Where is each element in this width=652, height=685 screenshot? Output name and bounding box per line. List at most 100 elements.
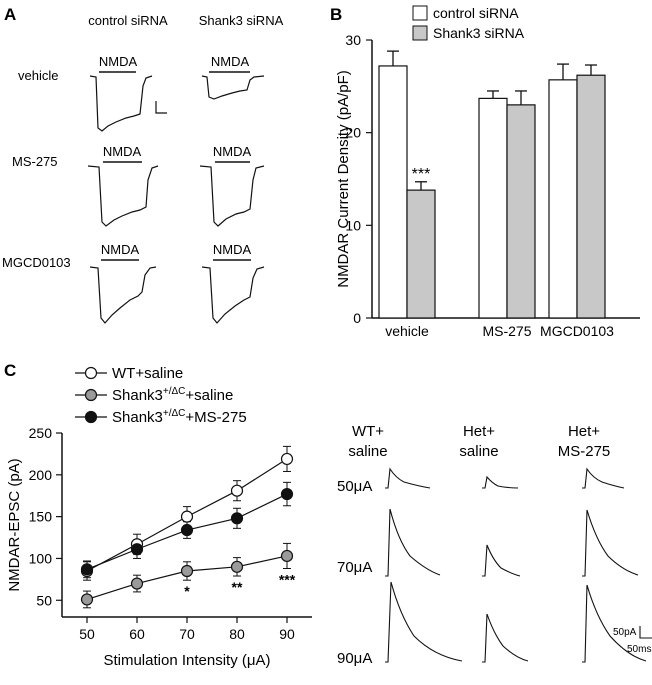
data-point-het-ms275: [230, 512, 244, 525]
y-tick-label: 50: [36, 592, 52, 608]
significance-marker: ***: [412, 166, 431, 183]
trace-50-het-saline: [482, 475, 519, 489]
y-tick-label: 10: [345, 217, 361, 233]
legend-label-control: control siRNA: [433, 5, 519, 21]
data-point-het-saline: [80, 593, 94, 606]
bar-MGCD0103-shank3: [576, 74, 606, 319]
trace-70-het-saline: [482, 544, 521, 577]
trace-90-het-saline: [482, 613, 529, 663]
y-tick-label: 250: [29, 425, 53, 441]
nmda-label: NMDA: [213, 144, 252, 159]
data-point-het-ms275: [80, 563, 94, 576]
panel-a-scale-bar: [155, 101, 167, 114]
panel-a-column-control: control siRNA: [88, 13, 168, 28]
data-point-het-ms275: [130, 543, 144, 556]
significance-marker: **: [232, 579, 243, 595]
trace-column-wt-line2: saline: [348, 443, 387, 460]
data-point-het-saline: [130, 577, 144, 590]
bar-chart: control siRNA Shank3 siRNA NMDAR Current…: [335, 5, 640, 339]
y-tick-label: 20: [345, 125, 361, 141]
trace-mgcd-shank3: [201, 266, 265, 324]
legend-label-het-saline: Shank3+/ΔC+saline: [112, 386, 233, 404]
x-tick-label: MGCD0103: [540, 323, 614, 339]
significance-marker: *: [184, 583, 190, 599]
data-point-het-saline: [180, 564, 194, 578]
x-tick-label: MS-275: [482, 323, 531, 339]
panel-a-column-shank3: Shank3 siRNA: [199, 13, 284, 28]
trace-column-het-ms275-line1: Het+: [568, 423, 600, 440]
data-point-het-saline: [280, 549, 294, 563]
legend-marker-het-ms275: [84, 410, 98, 424]
x-tick-label: 60: [129, 626, 145, 642]
trace-90-wt: [385, 581, 463, 663]
panel-c-scale-bar: [639, 626, 652, 639]
nmda-label: NMDA: [101, 242, 140, 257]
panel-a-row-mgcd0103: MGCD0103: [2, 255, 71, 270]
panel-label-b: B: [330, 5, 342, 24]
x-tick-label: vehicle: [385, 323, 429, 339]
y-tick-label: 200: [29, 467, 53, 483]
data-point-wt-saline: [230, 484, 244, 497]
y-tick-label: 150: [29, 509, 53, 525]
trace-90-het-ms275: [582, 584, 647, 663]
line-chart: WT+saline Shank3+/ΔC+saline Shank3+/ΔC+M…: [6, 365, 312, 669]
bar-vehicle-control: [378, 65, 408, 319]
nmda-application-bars: [99, 71, 251, 261]
bar-MGCD0103-control: [548, 79, 578, 319]
trace-column-het-saline-line1: Het+: [463, 423, 495, 440]
scale-label-current: 50pA: [613, 627, 637, 638]
legend-swatch-control: [412, 5, 428, 21]
trace-row-50ua: 50μA: [337, 478, 372, 495]
data-point-het-ms275: [180, 523, 194, 537]
x-axis-label: Stimulation Intensity (μA): [103, 652, 270, 669]
x-tick-label: 90: [279, 626, 295, 642]
x-tick-label: 70: [179, 626, 195, 642]
bar-MS-275-control: [478, 97, 508, 319]
trace-row-90ua: 90μA: [337, 650, 372, 667]
trace-mgcd-control: [89, 266, 157, 324]
data-point-het-ms275: [280, 487, 294, 501]
data-point-wt-saline: [280, 452, 294, 466]
data-point-wt-saline: [180, 510, 194, 523]
nmda-label: NMDA: [211, 54, 250, 69]
bar-vehicle-shank3: [406, 189, 436, 319]
nmda-label: NMDA: [103, 144, 142, 159]
nmda-label: NMDA: [213, 242, 252, 257]
legend-label-wt: WT+saline: [112, 365, 183, 382]
panel-label-a: A: [4, 5, 16, 24]
panel-a-row-ms275: MS-275: [12, 154, 58, 169]
trace-vehicle-control: [89, 75, 153, 132]
y-tick-label: 0: [353, 310, 361, 326]
trace-ms275-control: [87, 165, 159, 227]
legend-marker-het-saline: [84, 388, 98, 402]
legend-label-shank3: Shank3 siRNA: [433, 25, 525, 41]
trace-column-het-ms275-line2: MS-275: [558, 443, 611, 460]
trace-50-wt: [385, 467, 431, 489]
legend-swatch-shank3: [412, 25, 428, 41]
scale-label-time: 50ms: [627, 644, 651, 655]
trace-column-het-saline-line2: saline: [459, 443, 498, 460]
y-tick-label: 100: [29, 550, 53, 566]
legend-label-het-ms275: Shank3+/ΔC+MS-275: [112, 408, 247, 426]
nmda-label: NMDA: [99, 54, 138, 69]
trace-column-wt-line1: WT+: [352, 423, 384, 440]
bar-MS-275-shank3: [506, 104, 536, 319]
x-tick-label: 80: [229, 626, 245, 642]
trace-row-70ua: 70μA: [337, 559, 372, 576]
y-tick-label: 30: [345, 32, 361, 48]
panel-label-c: C: [4, 361, 16, 380]
trace-70-wt: [385, 508, 441, 577]
trace-70-het-ms275: [582, 509, 639, 577]
trace-50-het-ms275: [582, 467, 625, 489]
significance-marker: ***: [279, 571, 296, 587]
panel-a-row-vehicle: vehicle: [18, 68, 58, 83]
x-tick-label: 50: [79, 626, 95, 642]
y-axis-label: NMDAR-EPSC (pA): [6, 458, 23, 591]
epsc-traces: [385, 467, 647, 663]
trace-vehicle-shank3: [201, 75, 265, 100]
nmda-current-traces: [87, 75, 265, 324]
y-axis-label: NMDAR Current Density (pA/pF): [335, 70, 352, 288]
data-point-het-saline: [230, 560, 244, 573]
legend-marker-wt: [84, 366, 98, 380]
